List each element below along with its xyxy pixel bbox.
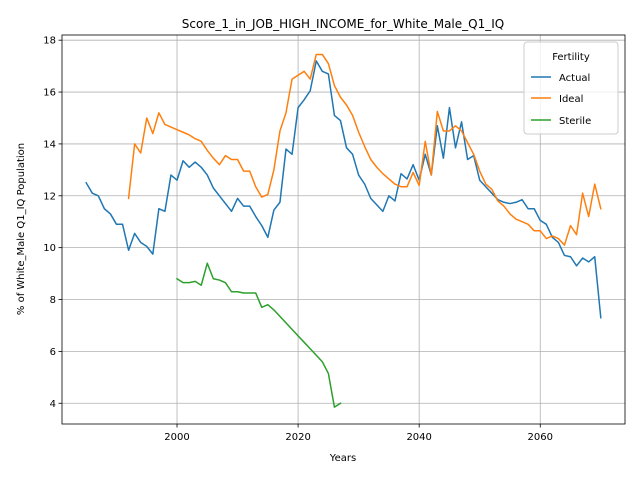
x-axis-ticks: 2000 2020 2040 2060 bbox=[164, 424, 553, 443]
legend-label-sterile: Sterile bbox=[559, 116, 591, 127]
plot-frame bbox=[61, 34, 626, 425]
series-line-sterile bbox=[175, 262, 342, 408]
y-tick-label: 16 bbox=[43, 88, 56, 99]
y-tick-label: 6 bbox=[50, 347, 56, 358]
x-tick-label: 2040 bbox=[406, 432, 431, 443]
series-line-ideal bbox=[127, 53, 602, 246]
legend-title: Fertility bbox=[552, 52, 590, 63]
x-tick-label: 2020 bbox=[285, 432, 310, 443]
y-tick-label: 18 bbox=[43, 36, 56, 47]
y-tick-label: 12 bbox=[43, 191, 56, 202]
legend-frame bbox=[523, 41, 619, 135]
legend-label-ideal: Ideal bbox=[559, 94, 583, 105]
y-tick-label: 4 bbox=[50, 399, 56, 410]
legend: Fertility Actual Ideal Sterile bbox=[523, 41, 619, 135]
x-axis-label: Years bbox=[329, 453, 356, 464]
y-tick-label: 10 bbox=[43, 243, 56, 254]
x-tick-label: 2060 bbox=[528, 432, 553, 443]
y-axis-ticks: 4 6 8 10 12 14 16 18 bbox=[43, 36, 62, 410]
y-tick-label: 14 bbox=[43, 139, 56, 150]
legend-label-actual: Actual bbox=[559, 73, 590, 84]
y-axis-label: % of White_Male Q1_IQ Population bbox=[16, 143, 27, 315]
series-layer bbox=[85, 53, 602, 408]
chart-title: Score_1_in_JOB_HIGH_INCOME_for_White_Mal… bbox=[182, 17, 504, 31]
y-tick-label: 8 bbox=[50, 295, 56, 306]
series-line-actual bbox=[85, 60, 602, 319]
x-tick-label: 2000 bbox=[164, 432, 189, 443]
